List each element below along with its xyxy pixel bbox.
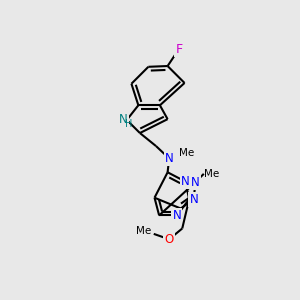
Text: Me: Me xyxy=(136,226,152,236)
Text: N: N xyxy=(181,175,190,188)
Text: F: F xyxy=(176,43,183,56)
Text: N: N xyxy=(191,176,200,189)
Text: N: N xyxy=(189,193,198,206)
Text: Me: Me xyxy=(204,169,219,179)
Text: H: H xyxy=(125,119,133,129)
Text: O: O xyxy=(164,233,174,246)
Text: N: N xyxy=(118,113,127,126)
Text: N: N xyxy=(165,152,173,165)
Text: Me: Me xyxy=(179,148,194,158)
Text: N: N xyxy=(172,209,181,222)
